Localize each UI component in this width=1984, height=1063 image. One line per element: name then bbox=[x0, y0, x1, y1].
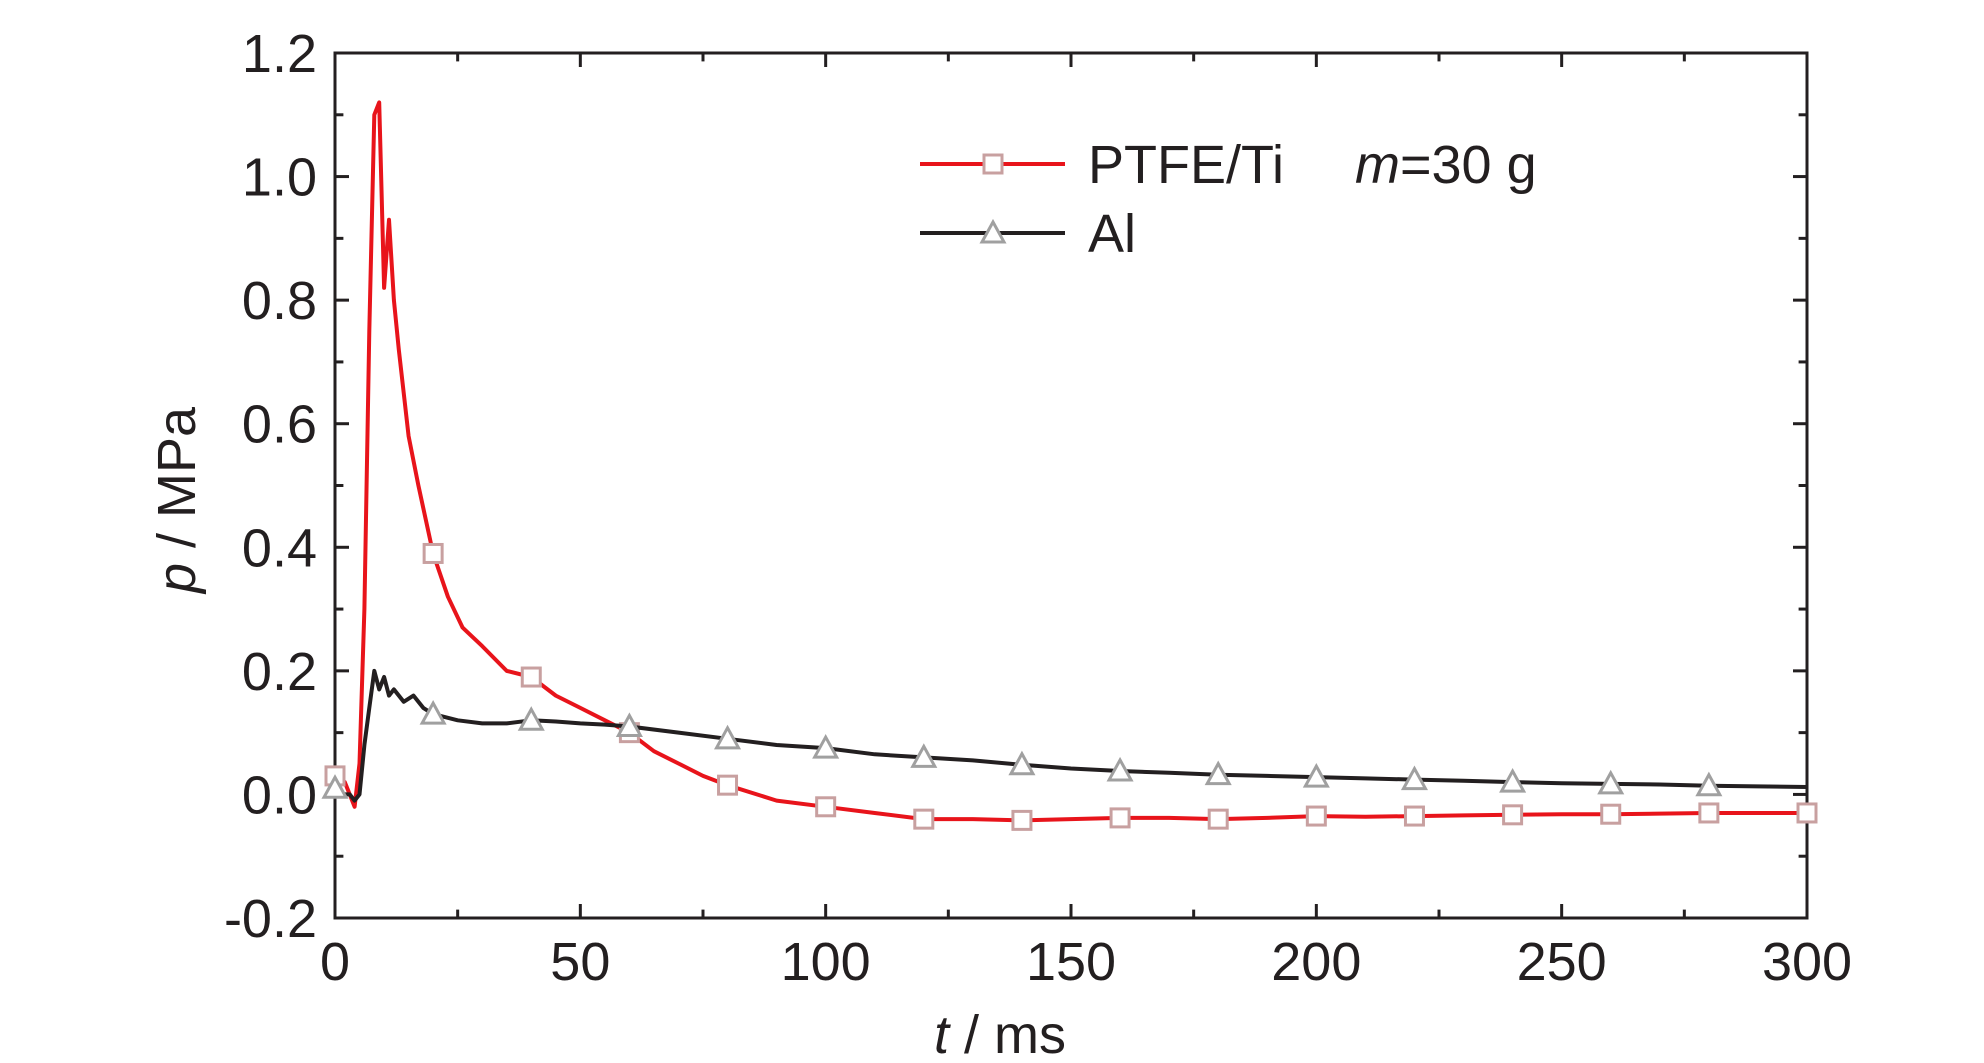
y-axis-title: p / MPa bbox=[147, 406, 207, 595]
data-point-square bbox=[1796, 802, 1818, 824]
y-axis-tick-labels: -0.2 0.0 0.2 0.4 0.6 0.8 1.0 1.2 bbox=[224, 24, 317, 949]
x-axis-unit: / ms bbox=[949, 1005, 1066, 1063]
data-point-square bbox=[1109, 807, 1131, 829]
data-point-square bbox=[815, 796, 837, 818]
data-point-square bbox=[1305, 805, 1327, 827]
data-point-square bbox=[1502, 804, 1524, 826]
data-point-triangle bbox=[1499, 767, 1527, 793]
series-line bbox=[333, 668, 1808, 803]
data-point-triangle bbox=[1695, 771, 1723, 797]
x-tick-label: 0 bbox=[320, 932, 350, 992]
y-axis-ticks bbox=[335, 51, 1807, 920]
data-point-square bbox=[1600, 803, 1622, 825]
data-point-triangle bbox=[1400, 765, 1429, 791]
y-tick-label: 0.8 bbox=[242, 271, 317, 331]
data-point-triangle bbox=[910, 743, 938, 768]
y-tick-label: -0.2 bbox=[224, 889, 317, 949]
data-point-square bbox=[1403, 805, 1425, 827]
x-tick-label: 100 bbox=[781, 932, 871, 992]
y-tick-label: 0.0 bbox=[242, 765, 317, 825]
y-tick-label: 1.2 bbox=[242, 24, 317, 84]
y-tick-label: 0.4 bbox=[242, 518, 317, 578]
data-point-square bbox=[520, 666, 542, 688]
y-axis-unit: / MPa bbox=[147, 406, 207, 563]
x-tick-label: 250 bbox=[1517, 932, 1607, 992]
mass-value: =30 g bbox=[1400, 135, 1537, 195]
legend: PTFE/Ti Al m=30 g bbox=[920, 135, 1537, 264]
data-point-triangle bbox=[1008, 750, 1036, 776]
x-axis-tick-labels: 0 50 100 150 200 250 300 bbox=[320, 932, 1852, 992]
series-ptfe-ti bbox=[324, 100, 1818, 831]
mass-annotation: m=30 g bbox=[1355, 135, 1537, 195]
x-tick-label: 300 bbox=[1762, 932, 1852, 992]
data-point-triangle bbox=[1597, 769, 1625, 795]
data-point-triangle bbox=[1302, 763, 1330, 788]
data-point-square bbox=[1207, 808, 1229, 830]
legend-marker-triangle bbox=[979, 218, 1007, 244]
x-axis-ticks bbox=[333, 53, 1809, 918]
data-point-triangle bbox=[1204, 760, 1232, 786]
legend-entry-ptfe-ti: PTFE/Ti bbox=[920, 135, 1284, 195]
mass-symbol: m bbox=[1355, 135, 1400, 195]
y-tick-label: 1.0 bbox=[242, 148, 317, 208]
data-point-triangle bbox=[321, 774, 349, 799]
x-axis-symbol: t bbox=[934, 1005, 951, 1063]
x-tick-label: 150 bbox=[1026, 932, 1116, 992]
series-layer bbox=[321, 100, 1818, 831]
data-point-triangle bbox=[419, 699, 447, 725]
plot-frame bbox=[333, 51, 1809, 920]
y-tick-label: 0.2 bbox=[242, 642, 317, 702]
x-tick-label: 200 bbox=[1271, 932, 1361, 992]
data-point-square bbox=[717, 774, 739, 796]
data-point-triangle bbox=[812, 733, 840, 759]
data-point-triangle bbox=[615, 712, 643, 737]
legend-label-al: Al bbox=[1088, 204, 1136, 264]
legend-label-ptfe-ti: PTFE/Ti bbox=[1088, 135, 1284, 195]
data-point-square bbox=[913, 808, 935, 830]
plot-area bbox=[333, 51, 1809, 920]
series-al bbox=[321, 668, 1808, 803]
legend-marker-square bbox=[982, 153, 1004, 175]
data-point-triangle bbox=[713, 724, 742, 750]
data-point-triangle bbox=[1106, 756, 1134, 782]
y-tick-label: 0.6 bbox=[242, 395, 317, 455]
data-point-square bbox=[1698, 802, 1720, 824]
data-point-triangle bbox=[517, 706, 545, 731]
legend-entry-al: Al bbox=[920, 204, 1136, 264]
data-point-square bbox=[1011, 809, 1033, 831]
x-axis-title: t / ms bbox=[934, 1005, 1066, 1063]
series-line bbox=[333, 100, 1807, 823]
data-point-square bbox=[422, 542, 444, 564]
x-tick-label: 50 bbox=[550, 932, 610, 992]
y-axis-symbol: p bbox=[147, 563, 207, 595]
